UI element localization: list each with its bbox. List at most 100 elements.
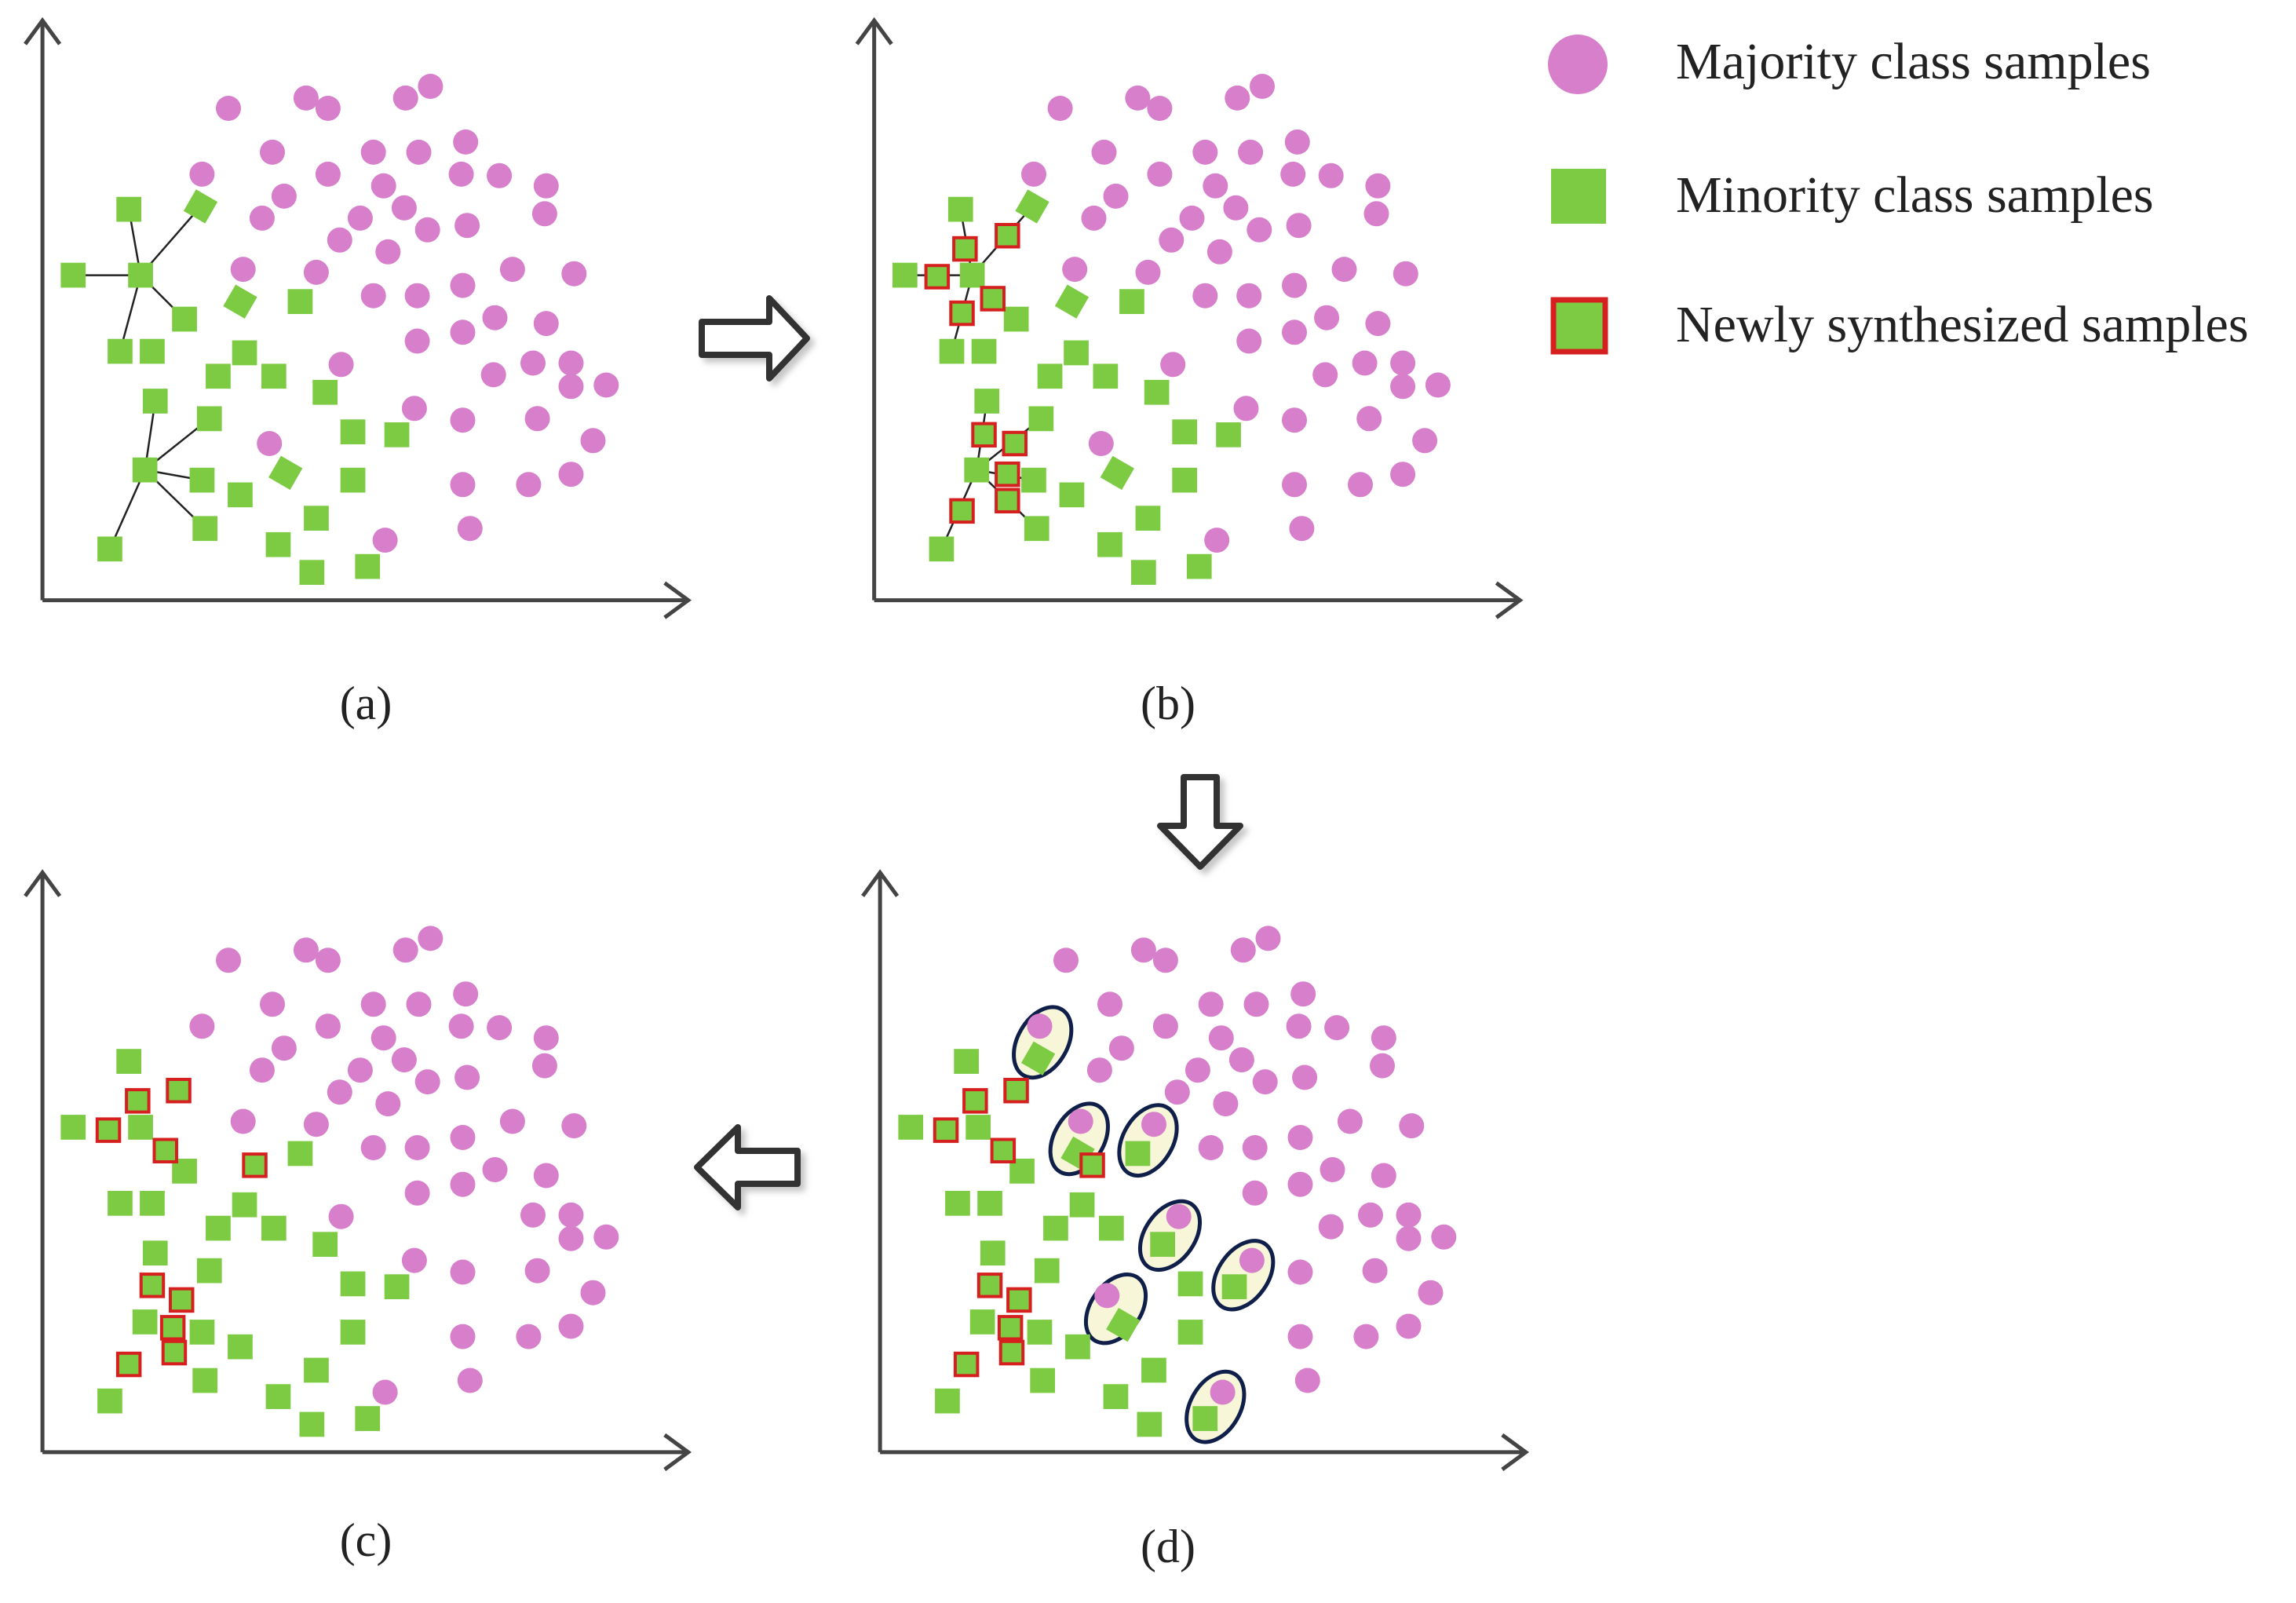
minority-sample [223, 284, 257, 319]
majority-sample [558, 1225, 584, 1251]
majority-sample [1280, 161, 1306, 187]
legend-minority-marker [1551, 169, 1606, 224]
majority-sample [1399, 1113, 1425, 1139]
panel-d-x-axis-arrowhead [1501, 1433, 1530, 1471]
majority-sample [593, 1224, 619, 1250]
majority-sample [392, 85, 418, 111]
majority-sample [1371, 1163, 1396, 1189]
legend-minority-label: Minority class samples [1676, 166, 2154, 224]
tomek-link-pair [1117, 1103, 1179, 1178]
majority-sample [1206, 239, 1232, 265]
minority-sample [954, 1049, 979, 1074]
majority-sample [533, 173, 559, 199]
majority-sample [1318, 162, 1344, 188]
majority-sample [1210, 1379, 1236, 1405]
minority-sample [232, 340, 257, 366]
majority-sample [450, 472, 476, 498]
minority-sample [261, 363, 287, 389]
minority-sample [1065, 1334, 1090, 1360]
majority-sample [1179, 205, 1205, 231]
minority-sample [228, 1334, 253, 1360]
minority-sample [268, 455, 303, 490]
majority-sample [1393, 261, 1418, 287]
majority-sample [457, 516, 483, 542]
majority-sample [1282, 407, 1307, 433]
majority-sample [260, 139, 285, 165]
majority-sample [1396, 1313, 1422, 1339]
majority-sample [189, 161, 215, 187]
majority-sample [372, 1379, 398, 1405]
synthetic-sample [980, 286, 1006, 312]
minority-sample [1177, 1320, 1203, 1345]
panel-c-plot [24, 869, 692, 1471]
minority-sample [1192, 1406, 1218, 1431]
majority-sample [1021, 161, 1046, 187]
majority-sample [1223, 195, 1249, 221]
majority-sample [1208, 1025, 1234, 1051]
synthetic-sample [115, 1351, 142, 1378]
majority-sample [558, 1313, 584, 1339]
majority-sample [454, 1064, 480, 1090]
majority-sample [1242, 1135, 1268, 1160]
minority-sample [340, 1320, 366, 1345]
majority-sample [404, 1135, 430, 1160]
majority-sample [1390, 350, 1416, 376]
panel-a: (a) [24, 16, 692, 729]
majority-sample [1192, 283, 1218, 309]
majority-sample [531, 201, 557, 227]
majority-sample [487, 1015, 513, 1041]
majority-sample [1236, 283, 1262, 309]
minority-sample [1172, 467, 1197, 493]
minority-sample [97, 536, 122, 562]
minority-sample [1037, 363, 1063, 389]
majority-sample [1287, 1125, 1313, 1150]
majority-sample [1164, 1079, 1190, 1105]
majority-sample [315, 96, 341, 121]
synthetic-sample [990, 1137, 1017, 1163]
tomek-link-pair [1048, 1101, 1110, 1177]
minority-sample [1059, 482, 1085, 508]
majority-sample [1108, 1035, 1134, 1061]
panel-c-x-axis-arrowhead [663, 1433, 692, 1471]
minority-sample [142, 1240, 168, 1266]
majority-sample [450, 1259, 476, 1285]
majority-sample [561, 1113, 587, 1139]
majority-sample [1282, 320, 1307, 345]
majority-sample [1282, 472, 1307, 498]
majority-sample [1047, 96, 1073, 121]
synthetic-sample [995, 223, 1020, 249]
minority-sample [1069, 1192, 1095, 1218]
majority-sample [580, 1280, 606, 1305]
synthetic-sample [933, 1117, 959, 1143]
majority-sample [1282, 272, 1307, 298]
majority-sample [516, 472, 542, 498]
synthetic-sample [166, 1078, 192, 1104]
minority-sample [128, 1115, 153, 1140]
minority-sample [287, 1141, 313, 1167]
minority-sample [299, 560, 325, 585]
majority-sample [1088, 431, 1114, 456]
majority-sample [370, 1025, 396, 1051]
synthetic-sample [169, 1287, 195, 1313]
majority-sample [347, 205, 373, 231]
minority-sample [1034, 1258, 1060, 1283]
panel-b-x-axis-arrowhead [1495, 581, 1524, 619]
majority-sample [1225, 85, 1250, 111]
synthetic-sample [998, 1339, 1025, 1366]
majority-sample [260, 991, 285, 1017]
majority-sample [1094, 1283, 1120, 1309]
minority-sample [140, 338, 165, 364]
majority-sample [1198, 991, 1224, 1017]
minority-sample [192, 1367, 217, 1393]
minority-sample [1028, 406, 1054, 432]
majority-sample [401, 1247, 427, 1273]
majority-sample [457, 1367, 483, 1393]
majority-sample [1318, 1214, 1344, 1240]
majority-sample [1081, 205, 1107, 231]
panel-b-y-axis-arrowhead [855, 16, 893, 46]
minority-sample [935, 1388, 960, 1414]
majority-sample [328, 352, 354, 378]
synthetic-sample [953, 1351, 980, 1378]
majority-sample [1228, 1047, 1254, 1073]
majority-sample [1130, 937, 1156, 963]
